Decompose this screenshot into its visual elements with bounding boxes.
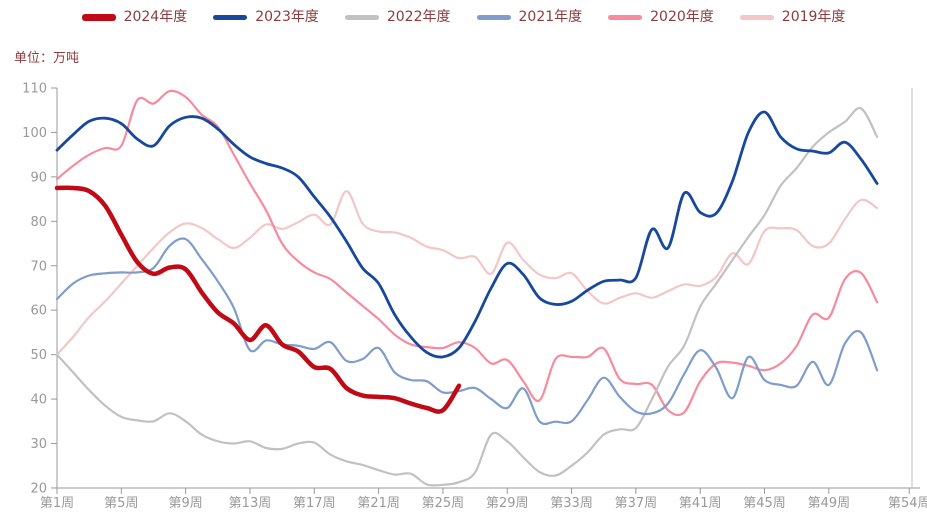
x-tick-label: 第41周 [679, 496, 722, 511]
x-tick-label: 第21周 [357, 496, 400, 511]
series-line-2024 [54, 185, 462, 414]
legend-marker-2022 [344, 14, 379, 20]
y-tick-label: 70 [30, 259, 47, 274]
legend-label: 2022年度 [386, 9, 451, 25]
unit-label: 单位：万吨 [14, 51, 80, 66]
series-line-2020 [55, 89, 879, 417]
series-line-2023 [55, 110, 879, 359]
legend-label: 2019年度 [781, 9, 846, 25]
legend-item-2019[interactable]: 2019年度 [739, 9, 846, 25]
series-line-2021 [55, 237, 879, 425]
x-tick-label: 第13周 [229, 496, 272, 511]
x-tick-label: 第54周 [888, 496, 927, 511]
x-tick-label: 第49周 [808, 496, 851, 511]
x-tick-label: 第29周 [486, 496, 529, 511]
y-tick-label: 40 [30, 393, 47, 408]
legend-item-2020[interactable]: 2020年度 [608, 10, 714, 24]
x-tick-label: 第37周 [615, 496, 658, 511]
legend-item-2022[interactable]: 2022年度 [344, 9, 451, 25]
series-line-2019 [55, 189, 879, 356]
y-tick-label: 60 [30, 304, 47, 319]
legend-item-2021[interactable]: 2021年度 [476, 9, 583, 25]
x-tick-label: 第45周 [743, 496, 786, 511]
legend-marker-2023 [213, 14, 248, 20]
legend-label: 2020年度 [650, 9, 714, 25]
y-tick-label: 80 [30, 215, 47, 230]
x-tick-label: 第17周 [293, 496, 336, 511]
y-tick-label: 20 [30, 481, 47, 496]
x-tick-label: 第1周 [40, 496, 74, 511]
legend-item-2023[interactable]: 2023年度 [213, 10, 319, 24]
series-line-2022 [55, 107, 879, 487]
x-tick-label: 第5周 [104, 496, 138, 511]
y-tick-label: 100 [22, 126, 47, 141]
y-tick-label: 50 [30, 348, 47, 363]
legend-marker-2019 [739, 14, 774, 20]
x-tick-label: 第25周 [422, 496, 465, 511]
y-tick-label: 110 [22, 82, 47, 97]
legend-marker-2024 [81, 13, 116, 21]
legend-label: 2024年度 [123, 9, 188, 25]
x-tick-label: 第9周 [168, 496, 202, 511]
legend-item-2024[interactable]: 2024年度 [81, 9, 188, 25]
y-tick-label: 90 [30, 170, 47, 185]
chart-legend: 2024年度 2023年度 2022年度 2021年度 2020年度 2019年度 [0, 10, 927, 24]
x-tick-label: 第33周 [550, 496, 593, 511]
legend-marker-2020 [608, 14, 643, 20]
legend-label: 2021年度 [518, 9, 583, 25]
y-tick-label: 30 [30, 437, 47, 452]
legend-marker-2021 [476, 14, 511, 20]
legend-label: 2023年度 [255, 9, 319, 25]
